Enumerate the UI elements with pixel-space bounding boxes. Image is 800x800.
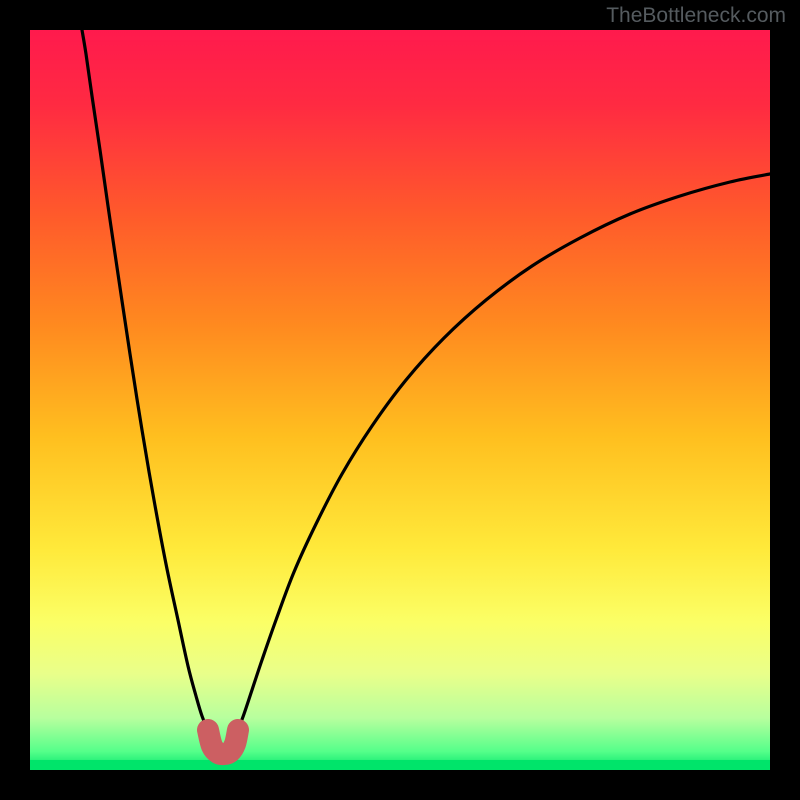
chart-svg <box>30 30 770 770</box>
gradient-background <box>30 30 770 770</box>
bottom-green-strip <box>30 760 770 770</box>
plot-area <box>30 30 770 770</box>
watermark-text: TheBottleneck.com <box>606 4 786 28</box>
chart-stage: TheBottleneck.com <box>0 0 800 800</box>
